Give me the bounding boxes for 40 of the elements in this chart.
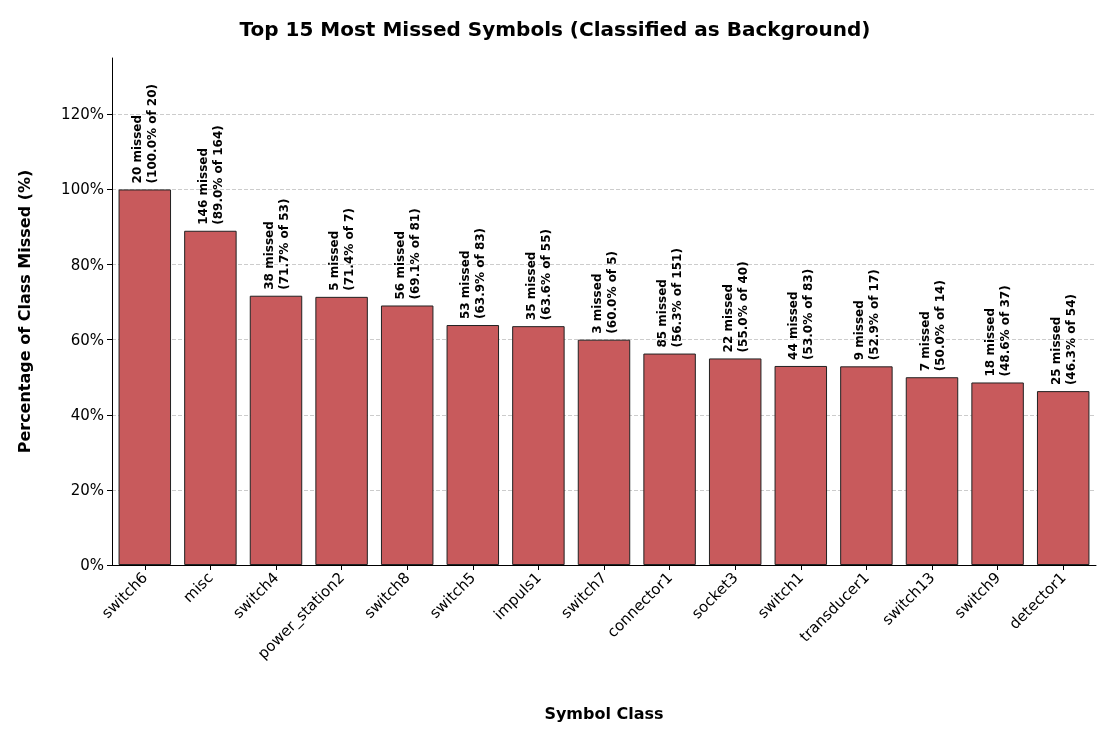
- data-label: 7 missed (50.0% of 14): [917, 280, 947, 372]
- y-tick-label: 80%: [70, 255, 104, 274]
- bar: [512, 326, 565, 565]
- y-tick-label: 0%: [80, 556, 104, 574]
- y-tick-label: 20%: [70, 480, 104, 499]
- y-axis-title: Percentage of Class Missed (%): [14, 169, 34, 454]
- data-label: 22 missed (55.0% of 40): [720, 261, 750, 353]
- data-label: 35 missed (63.6% of 55): [523, 229, 553, 321]
- data-label: 44 missed (53.0% of 83): [786, 268, 816, 360]
- data-label: 25 missed (46.3% of 54): [1048, 293, 1078, 386]
- data-label: 5 missed (71.4% of 7): [327, 208, 357, 291]
- bar: [380, 305, 434, 565]
- y-tick-label: 40%: [70, 405, 104, 424]
- data-label: 3 missed (60.0% of 5): [589, 250, 619, 334]
- data-label: 85 missed (56.3% of 151): [655, 248, 685, 348]
- data-label: 38 missed (71.7% of 53): [261, 198, 291, 290]
- bar: [1036, 391, 1090, 565]
- bar: [840, 366, 893, 565]
- bar: [774, 365, 828, 565]
- bar: [249, 295, 303, 565]
- bar: [446, 325, 500, 565]
- x-axis-title: Symbol Class: [544, 703, 664, 723]
- chart-title: Top 15 Most Missed Symbols (Classified as Background): [239, 17, 871, 41]
- bar: [315, 296, 368, 565]
- bar: [708, 358, 762, 565]
- data-label: 20 missed (100.0% of 20): [130, 83, 160, 184]
- bar: [905, 377, 959, 565]
- data-label: 56 missed (69.1% of 81): [392, 208, 422, 300]
- bar: [971, 382, 1024, 565]
- bar: [577, 339, 631, 565]
- data-label: 146 missed (89.0% of 164): [195, 125, 225, 225]
- bar: [184, 230, 237, 565]
- bar: [118, 189, 172, 565]
- bar: [643, 353, 696, 565]
- y-tick-label: 60%: [70, 330, 104, 349]
- y-tick-label: 120%: [61, 105, 104, 124]
- y-tick-label: 100%: [61, 180, 104, 199]
- data-label: 9 missed (52.9% of 17): [851, 269, 881, 361]
- data-label: 53 missed (63.9% of 83): [458, 227, 488, 320]
- data-label: 18 missed (48.6% of 37): [983, 285, 1013, 377]
